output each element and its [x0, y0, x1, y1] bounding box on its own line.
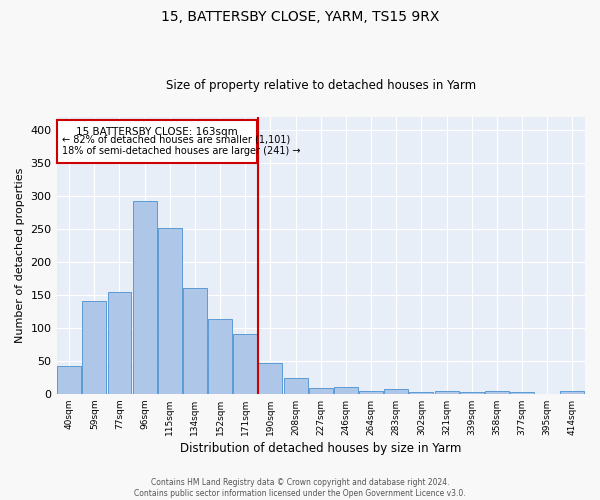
FancyBboxPatch shape [57, 120, 257, 163]
X-axis label: Distribution of detached houses by size in Yarm: Distribution of detached houses by size … [180, 442, 461, 455]
Bar [57, 366, 81, 394]
Bar [460, 392, 484, 394]
Bar [560, 391, 584, 394]
Bar [409, 392, 433, 394]
Bar [183, 288, 207, 394]
Bar [334, 387, 358, 394]
Bar [158, 228, 182, 394]
Bar [233, 334, 257, 394]
Bar [359, 390, 383, 394]
Bar [510, 392, 534, 394]
Text: Contains HM Land Registry data © Crown copyright and database right 2024.
Contai: Contains HM Land Registry data © Crown c… [134, 478, 466, 498]
Text: ← 82% of detached houses are smaller (1,101): ← 82% of detached houses are smaller (1,… [62, 134, 290, 144]
Bar [82, 302, 106, 394]
Y-axis label: Number of detached properties: Number of detached properties [15, 168, 25, 343]
Text: 18% of semi-detached houses are larger (241) →: 18% of semi-detached houses are larger (… [62, 146, 301, 156]
Bar [284, 378, 308, 394]
Bar [485, 391, 509, 394]
Title: Size of property relative to detached houses in Yarm: Size of property relative to detached ho… [166, 79, 476, 92]
Text: 15, BATTERSBY CLOSE, YARM, TS15 9RX: 15, BATTERSBY CLOSE, YARM, TS15 9RX [161, 10, 439, 24]
Bar [107, 292, 131, 394]
Bar [434, 391, 458, 394]
Bar [133, 200, 157, 394]
Bar [309, 388, 333, 394]
Bar [385, 388, 408, 394]
Bar [259, 364, 283, 394]
Text: 15 BATTERSBY CLOSE: 163sqm: 15 BATTERSBY CLOSE: 163sqm [76, 126, 238, 136]
Bar [208, 320, 232, 394]
